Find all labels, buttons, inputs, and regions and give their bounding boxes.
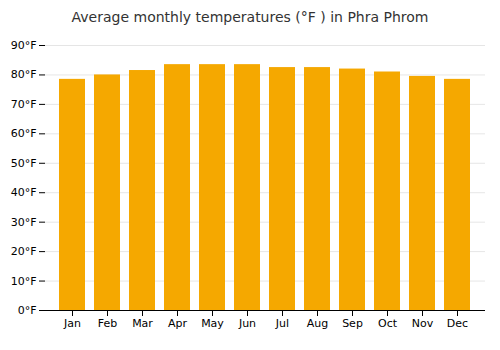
svg-text:70°F: 70°F — [11, 98, 37, 111]
svg-text:Feb: Feb — [98, 317, 117, 330]
svg-text:20°F: 20°F — [11, 245, 37, 258]
svg-text:May: May — [201, 317, 224, 330]
svg-text:Mar: Mar — [132, 317, 153, 330]
svg-text:Apr: Apr — [168, 317, 188, 330]
svg-text:30°F: 30°F — [11, 216, 37, 229]
svg-text:60°F: 60°F — [11, 127, 37, 140]
svg-text:Dec: Dec — [447, 317, 468, 330]
svg-text:Sep: Sep — [342, 317, 363, 330]
svg-text:80°F: 80°F — [11, 68, 37, 81]
svg-text:Nov: Nov — [412, 317, 434, 330]
svg-text:Aug: Aug — [307, 317, 328, 330]
svg-text:90°F: 90°F — [11, 39, 37, 52]
svg-text:50°F: 50°F — [11, 157, 37, 170]
html-text:Average monthly temperatures (: Average monthly temperatures (°F ) in Ph… — [71, 9, 429, 25]
svg-text:40°F: 40°F — [11, 186, 37, 199]
svg-text:0°F: 0°F — [18, 304, 37, 317]
svg-text:Jul: Jul — [275, 317, 289, 330]
svg-text:Oct: Oct — [378, 317, 398, 330]
svg-text:10°F: 10°F — [11, 275, 37, 288]
svg-text:Jun: Jun — [238, 317, 256, 330]
svg-text:Jan: Jan — [63, 317, 81, 330]
